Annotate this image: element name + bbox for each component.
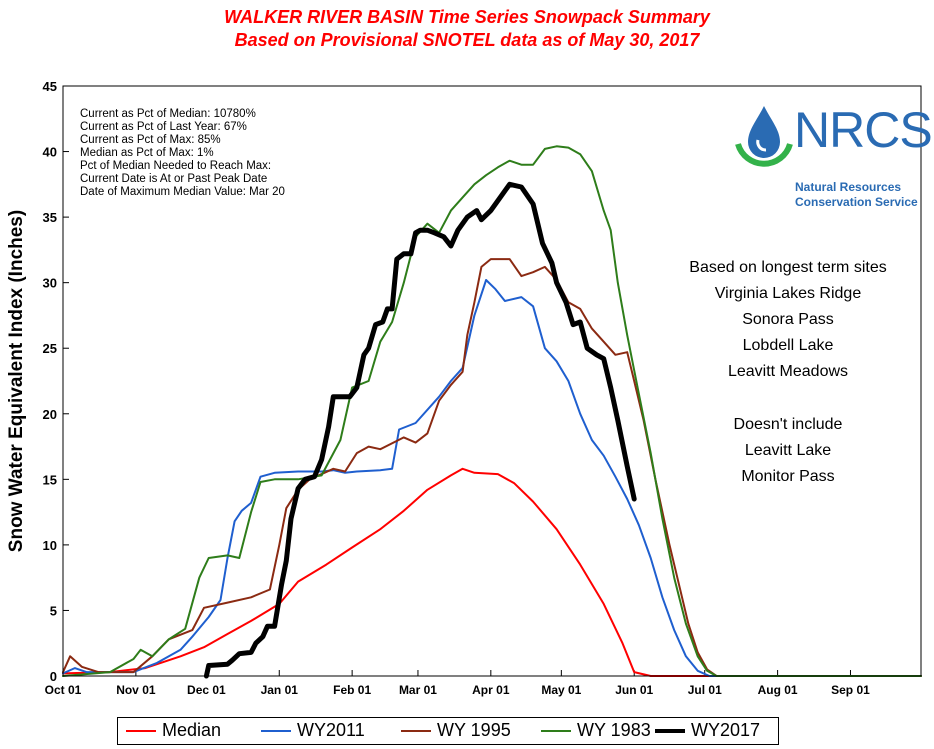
legend-label: WY 1983 [577, 720, 651, 740]
plot-frame [62, 85, 922, 677]
stat-line: Current as Pct of Median: 10780% [80, 108, 256, 120]
y-tick-label: 10 [43, 538, 57, 553]
x-tick-label: Dec 01 [187, 683, 226, 697]
note-line: Doesn't include [733, 416, 843, 433]
series-line-wy2017 [203, 181, 637, 679]
nrcs-subtitle-1: Natural Resources [795, 180, 902, 194]
legend-swatch [261, 730, 291, 732]
axis-ticks: 0 5 10 15 20 25 30 35 40 45 Oct 01 Nov 01 Dec 01 Jan … [43, 79, 871, 697]
y-tick-label: 15 [43, 472, 57, 487]
y-tick-label: 40 [43, 145, 57, 160]
x-tick-label: Feb 01 [333, 683, 371, 697]
chart-title: WALKER RIVER BASIN Time Series Snowpack … [224, 7, 710, 27]
note-line: Based on longest term sites [689, 259, 887, 276]
legend-swatch [541, 730, 571, 732]
legend-label: WY2017 [691, 720, 761, 740]
y-axis-label: Snow Water Equivalent Index (Inches) [6, 210, 27, 552]
legend-label: Median [162, 720, 222, 740]
x-tick-label: May 01 [541, 683, 581, 697]
x-tick-label: Mar 01 [399, 683, 437, 697]
legend-swatch [655, 729, 685, 733]
note-line: Monitor Pass [741, 468, 835, 485]
stat-line: Current as Pct of Max: 85% [80, 134, 221, 146]
y-tick-label: 45 [43, 79, 57, 94]
y-tick-label: 35 [43, 210, 57, 225]
x-tick-label: Oct 01 [45, 683, 82, 697]
note-line: Virginia Lakes Ridge [714, 285, 862, 302]
x-tick-label: Jul 01 [688, 683, 722, 697]
legend: Median WY2011 WY 1995 WY 1983 WY2017 [117, 717, 779, 745]
y-tick-label: 5 [50, 603, 57, 618]
legend-label: WY 1995 [437, 720, 511, 740]
green-arc-icon [735, 143, 793, 167]
nrcs-subtitle-2: Conservation Service [795, 195, 918, 209]
stat-line: Pct of Median Needed to Reach Max: [80, 160, 272, 172]
x-tick-label: Nov 01 [116, 683, 156, 697]
chart-subtitle: Based on Provisional SNOTEL data as of M… [234, 30, 700, 50]
water-drop-icon [748, 106, 780, 158]
series-line-wy1995 [62, 258, 922, 677]
x-tick-label: Apr 01 [472, 683, 510, 697]
y-tick-label: 20 [43, 407, 57, 422]
x-tick-label: Sep 01 [831, 683, 870, 697]
note-line: Leavitt Meadows [727, 363, 849, 380]
note-line: Leavitt Lake [744, 442, 832, 459]
nrcs-logo [735, 106, 793, 167]
legend-swatch [126, 730, 156, 732]
x-tick-label: Jan 01 [261, 683, 299, 697]
series-line-wy2011 [62, 279, 922, 677]
series-group [62, 145, 922, 679]
stat-line: Date of Maximum Median Value: Mar 20 [80, 186, 285, 198]
legend-label: WY2011 [297, 720, 365, 740]
note-line: Lobdell Lake [742, 337, 834, 354]
note-line: Sonora Pass [742, 311, 834, 328]
stat-line: Current Date is At or Past Peak Date [80, 173, 268, 185]
x-tick-label: Jun 01 [615, 683, 653, 697]
y-tick-label: 0 [50, 669, 57, 684]
stat-line: Median as Pct of Max: 1% [80, 147, 214, 159]
legend-swatch [401, 730, 431, 732]
series-line-median [62, 467, 922, 677]
stat-line: Current as Pct of Last Year: 67% [80, 121, 247, 133]
nrcs-logo-text: NRCS [794, 102, 933, 158]
y-tick-label: 25 [43, 341, 57, 356]
y-tick-label: 30 [43, 276, 57, 291]
x-tick-label: Aug 01 [758, 683, 798, 697]
series-line-wy1983 [62, 145, 922, 677]
